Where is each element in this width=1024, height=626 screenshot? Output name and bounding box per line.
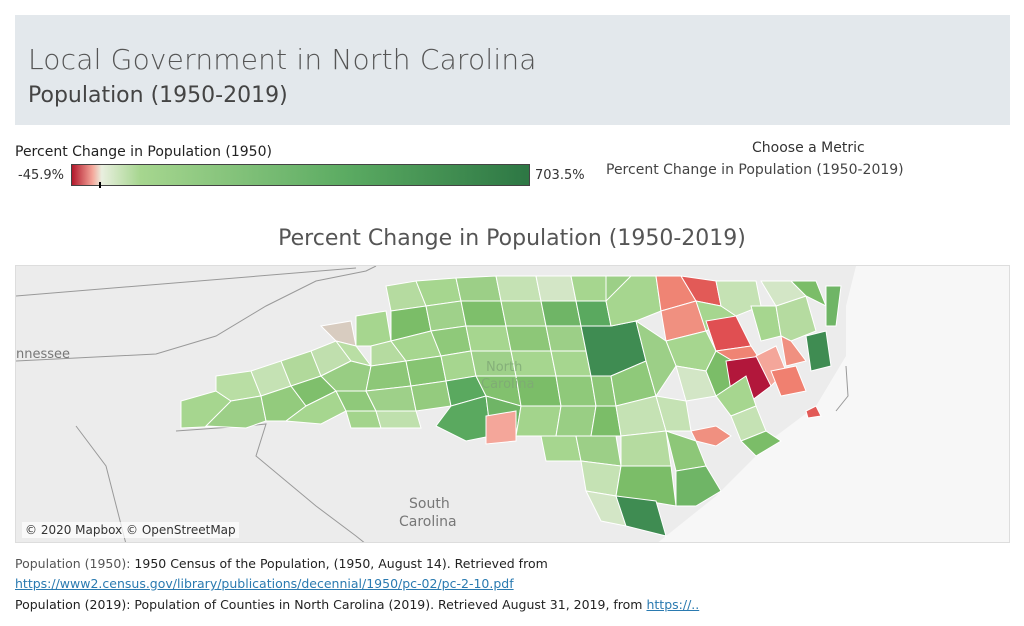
choropleth-map[interactable]: nnessee North Carolina South Carolina © … <box>15 265 1010 543</box>
nc-counties[interactable] <box>180 275 842 537</box>
source-1-link-row: https://www2.census.gov/library/publicat… <box>15 576 514 591</box>
source-2: Population (2019): Population of Countie… <box>15 597 699 612</box>
legend-zero-marker <box>99 182 101 188</box>
source-2-link[interactable]: https://.. <box>646 597 700 612</box>
legend-title: Percent Change in Population (1950) <box>15 144 272 160</box>
label-carolina-sc: Carolina <box>399 514 457 530</box>
label-carolina: Carolina <box>481 377 535 392</box>
state-border-va <box>16 267 357 297</box>
outer-banks <box>835 365 849 412</box>
source-1-link[interactable]: https://www2.census.gov/library/publicat… <box>15 576 514 591</box>
map-attribution[interactable]: © 2020 Mapbox © OpenStreetMap <box>22 522 239 538</box>
state-border-tn-ga <box>75 425 127 542</box>
dashboard-subtitle: Population (1950-2019) <box>28 83 288 108</box>
source-1: Population (1950): 1950 Census of the Po… <box>15 556 548 571</box>
legend-max-label: 703.5% <box>535 168 585 183</box>
metric-selector-label: Choose a Metric <box>752 140 865 156</box>
legend-min-label: -45.9% <box>18 168 64 183</box>
map-title: Percent Change in Population (1950-2019) <box>278 226 746 251</box>
ocean <box>658 266 1009 542</box>
source-1-text: 1950 Census of the Population, (1950, Au… <box>130 556 548 571</box>
state-border-tn <box>16 266 377 362</box>
dashboard-title: Local Government in North Carolina <box>28 43 537 76</box>
metric-selector-value[interactable]: Percent Change in Population (1950-2019) <box>606 162 904 178</box>
color-legend-bar[interactable] <box>71 164 530 186</box>
map-canvas[interactable]: nnessee North Carolina South Carolina <box>16 266 1010 543</box>
dashboard-header: Local Government in North Carolina Popul… <box>15 15 1010 125</box>
label-tennessee: nnessee <box>16 347 70 362</box>
label-south: South <box>409 496 450 512</box>
source-1-label: Population (1950): <box>15 556 131 571</box>
label-north: North <box>486 360 522 375</box>
source-2-text: Population (2019): Population of Countie… <box>15 597 647 612</box>
